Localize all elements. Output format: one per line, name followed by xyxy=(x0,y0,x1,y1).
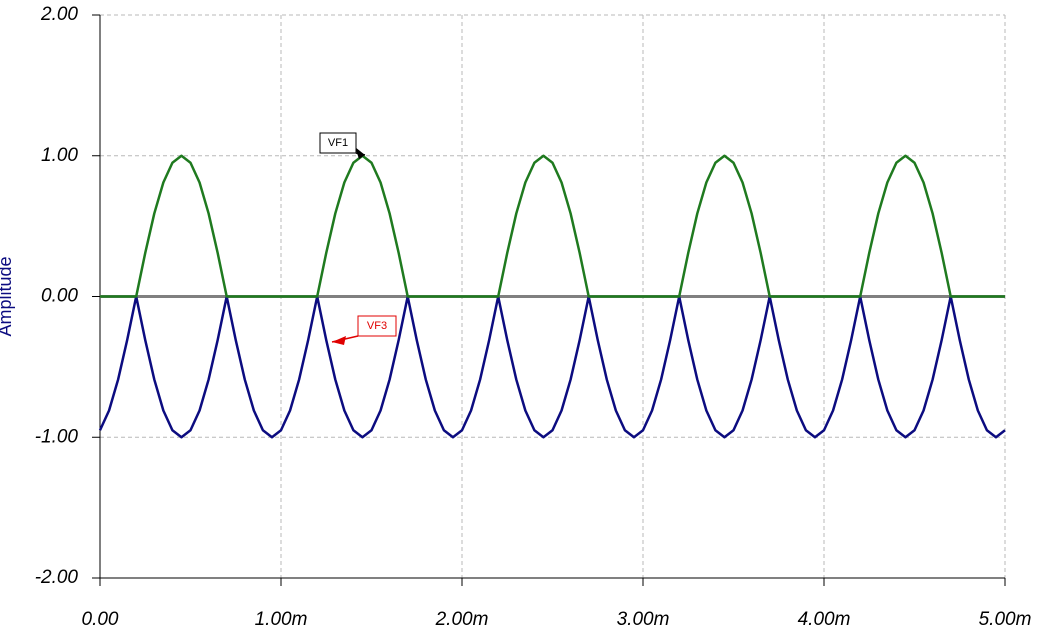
y-tick-label: -1.00 xyxy=(35,426,79,447)
y-tick-label: 2.00 xyxy=(40,4,78,25)
annotation-box xyxy=(357,315,397,337)
annotation-box xyxy=(319,132,357,154)
series-line xyxy=(100,154,1005,298)
annotations: VF1 VF3 xyxy=(319,132,397,345)
y-tick-label: 0.00 xyxy=(41,286,78,307)
annotation-label: VF1 xyxy=(328,137,348,149)
y-axis-label: Amplitude xyxy=(0,256,15,336)
x-tick-label: 1.00m xyxy=(255,609,308,630)
annotation-arrow xyxy=(332,336,346,345)
x-tick-label: 2.00m xyxy=(435,609,489,630)
x-tick-label: 5.00m xyxy=(979,609,1032,630)
plot xyxy=(98,154,1006,439)
x-tick-label: 3.00m xyxy=(617,609,670,630)
annotation-label: VF3 xyxy=(367,320,387,332)
x-tick-label: 0.00 xyxy=(82,609,119,630)
y-tick-label: 1.00 xyxy=(41,145,78,166)
y-tick-label: -2.00 xyxy=(35,567,79,588)
annotation-arrow xyxy=(355,147,365,159)
series-line xyxy=(98,295,1006,439)
x-tick-label: 4.00m xyxy=(798,609,851,630)
